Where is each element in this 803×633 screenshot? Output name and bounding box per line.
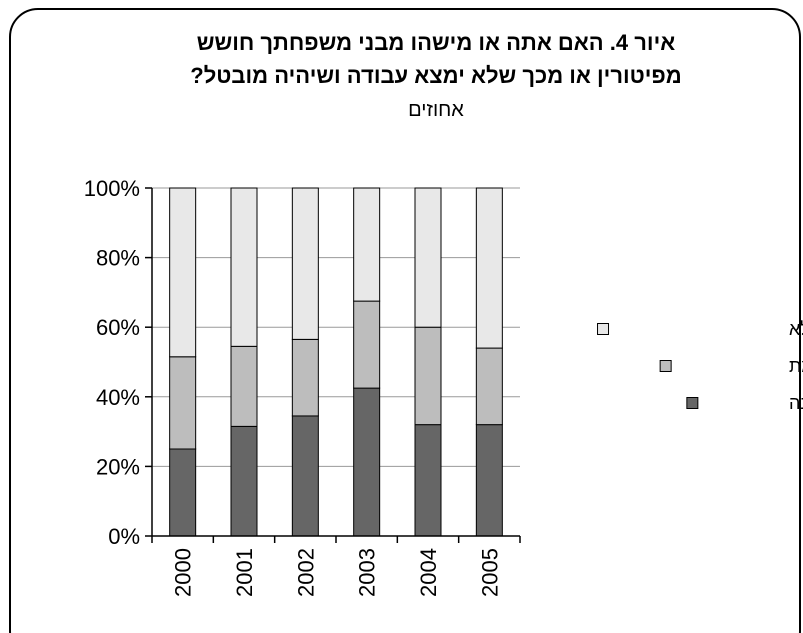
x-tick-label: 2003 bbox=[355, 548, 380, 597]
x-tick-label: 2001 bbox=[232, 548, 257, 597]
y-tick-label: 20% bbox=[96, 454, 140, 479]
bar-segment-2001-s2 bbox=[230, 345, 258, 427]
legend-swatch bbox=[659, 360, 672, 372]
bar-segment-2004-s2 bbox=[414, 326, 442, 426]
gridlines bbox=[152, 187, 520, 467]
bar-segment-2002-s2 bbox=[291, 338, 319, 417]
y-tick-label: 60% bbox=[96, 315, 140, 340]
bar-segment-2003-s2 bbox=[353, 300, 381, 389]
x-tick-label: 2002 bbox=[293, 548, 318, 597]
bar-segment-2003-s3 bbox=[353, 187, 381, 302]
legend-label: במידה רבה bbox=[789, 393, 803, 413]
bar-segment-2002-s1 bbox=[291, 415, 319, 537]
bar-segment-2004-s1 bbox=[414, 424, 442, 537]
bar-segment-2001-s1 bbox=[230, 425, 258, 537]
bar-segment-2005-s2 bbox=[475, 347, 503, 426]
y-tick-label: 80% bbox=[96, 246, 140, 271]
y-tick-labels: 0% 20% 40% 60% 80% 100% bbox=[84, 176, 140, 549]
chart-title-line-1: איור 4. האם אתה או מישהו מבני משפחתך חוש… bbox=[197, 30, 675, 55]
bar-segment-2005-s3 bbox=[475, 187, 503, 349]
legend: במידה קטנה או כלל לא במידה מסוימת במידה רב… bbox=[597, 319, 803, 413]
bar-segment-2000-s2 bbox=[169, 356, 197, 450]
x-tick-labels: 2000 2001 2002 2003 2004 2005 bbox=[171, 548, 503, 597]
y-tick-label: 40% bbox=[96, 385, 140, 410]
chart-subtitle: אחוזים bbox=[408, 99, 464, 121]
y-tick-label: 0% bbox=[108, 524, 140, 549]
x-tick-label: 2005 bbox=[477, 548, 502, 597]
legend-label: במידה מסוימת bbox=[789, 356, 803, 376]
bar-segment-2003-s1 bbox=[353, 387, 381, 537]
x-tick-label: 2000 bbox=[171, 548, 196, 597]
legend-swatch bbox=[686, 397, 699, 409]
y-tick-label: 100% bbox=[84, 176, 140, 201]
bar-segment-2000-s3 bbox=[169, 187, 197, 358]
bar-segment-2004-s3 bbox=[414, 187, 442, 328]
legend-label: במידה קטנה או כלל לא bbox=[789, 319, 803, 339]
chart-title-line-2: מפיטורין או מכך שלא ימצא עבודה ושיהיה מו… bbox=[190, 63, 681, 88]
legend-swatch bbox=[597, 323, 610, 335]
bar-segment-2000-s1 bbox=[169, 448, 197, 537]
chart-border bbox=[9, 8, 801, 633]
bar-segment-2005-s1 bbox=[475, 424, 503, 537]
bar-segment-2001-s3 bbox=[230, 187, 258, 347]
bars bbox=[169, 187, 503, 537]
bar-segment-2002-s3 bbox=[291, 187, 319, 340]
x-tick-label: 2004 bbox=[416, 548, 441, 597]
axes bbox=[145, 187, 521, 543]
